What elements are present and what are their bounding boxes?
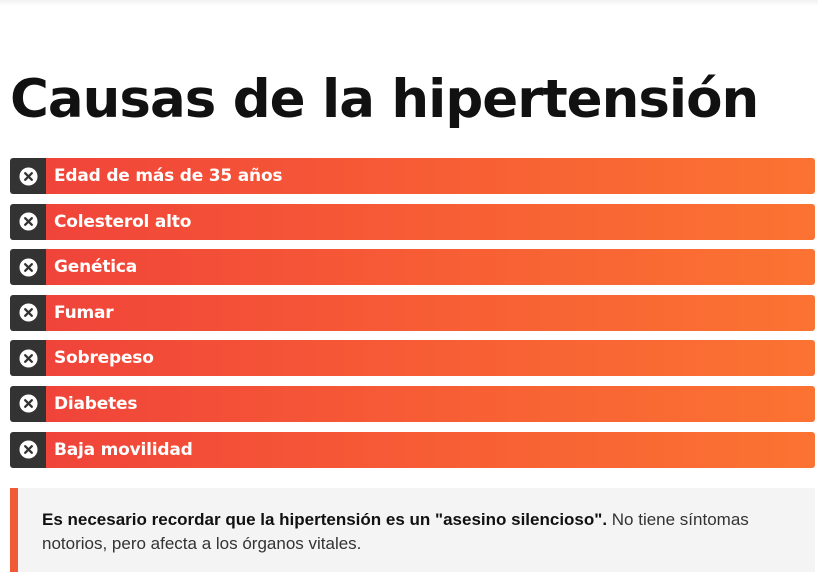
cause-bar: Edad de más de 35 años bbox=[46, 158, 815, 194]
cause-bar: Diabetes bbox=[46, 385, 815, 422]
x-circle-icon bbox=[18, 394, 38, 413]
icon-box bbox=[10, 340, 46, 377]
list-item: Colesterol alto bbox=[10, 203, 815, 240]
x-circle-icon bbox=[18, 440, 38, 459]
icon-box bbox=[10, 385, 46, 422]
icon-box bbox=[10, 158, 46, 194]
x-circle-icon bbox=[18, 212, 38, 231]
icon-box bbox=[10, 431, 46, 468]
list-item: Genética bbox=[10, 249, 815, 286]
cause-label: Colesterol alto bbox=[54, 211, 192, 232]
cause-label: Diabetes bbox=[54, 393, 138, 414]
cause-label: Baja movilidad bbox=[54, 439, 193, 460]
page-title: Causas de la hipertensión bbox=[10, 69, 759, 130]
causes-list: Edad de más de 35 años Colesterol alto G… bbox=[10, 158, 815, 477]
cause-label: Fumar bbox=[54, 302, 114, 323]
cause-bar: Colesterol alto bbox=[46, 203, 815, 240]
cause-label: Edad de más de 35 años bbox=[54, 166, 283, 186]
x-circle-icon bbox=[18, 303, 38, 322]
cause-bar: Sobrepeso bbox=[46, 340, 815, 377]
list-item: Fumar bbox=[10, 294, 815, 331]
list-item: Baja movilidad bbox=[10, 431, 815, 468]
note-bold-text: Es necesario recordar que la hipertensió… bbox=[42, 510, 608, 529]
x-circle-icon bbox=[18, 258, 38, 277]
note-text: No tiene síntomas notorios, pero afecta … bbox=[42, 510, 749, 553]
cause-bar: Genética bbox=[46, 249, 815, 286]
note-callout: Es necesario recordar que la hipertensió… bbox=[10, 488, 815, 572]
list-item: Diabetes bbox=[10, 385, 815, 422]
icon-box bbox=[10, 294, 46, 331]
x-circle-icon bbox=[18, 349, 38, 368]
icon-box bbox=[10, 203, 46, 240]
list-item: Edad de más de 35 años bbox=[10, 158, 815, 194]
cause-label: Genética bbox=[54, 257, 138, 278]
icon-box bbox=[10, 249, 46, 286]
cause-bar: Fumar bbox=[46, 294, 815, 331]
top-shadow bbox=[0, 0, 818, 6]
cause-label: Sobrepeso bbox=[54, 348, 154, 369]
x-circle-icon bbox=[18, 166, 38, 186]
cause-bar: Baja movilidad bbox=[46, 431, 815, 468]
list-item: Sobrepeso bbox=[10, 340, 815, 377]
